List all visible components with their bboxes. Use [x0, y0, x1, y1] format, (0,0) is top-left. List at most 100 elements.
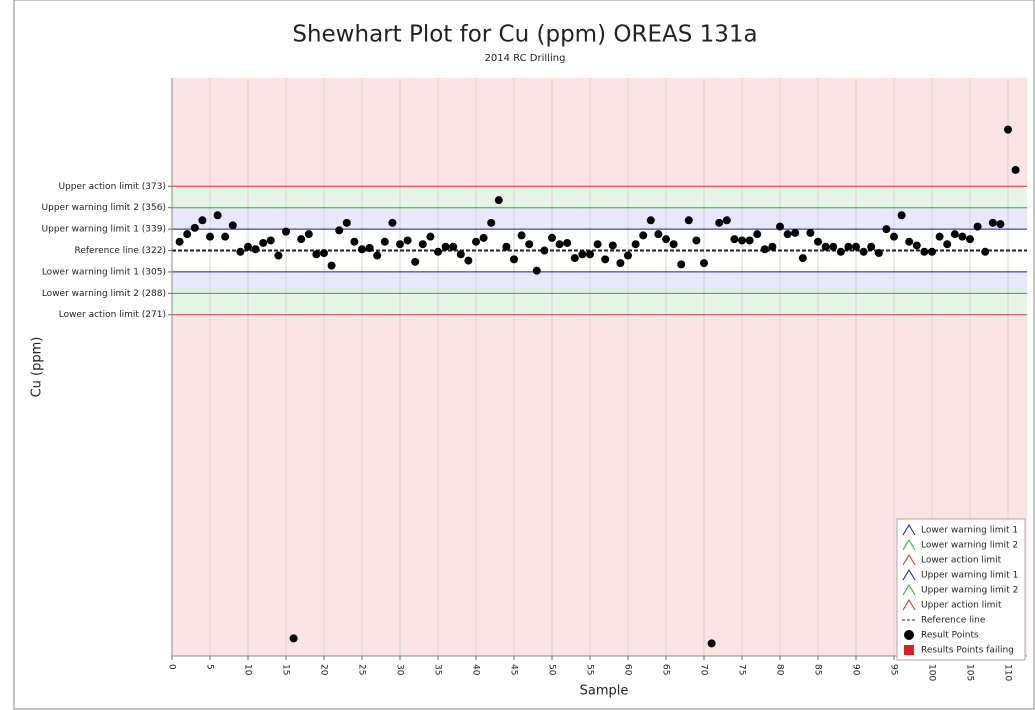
x-tick-label: 60 — [623, 664, 633, 676]
x-tick-label: 45 — [509, 664, 519, 675]
data-point — [472, 237, 480, 246]
data-point — [722, 216, 731, 225]
data-point — [973, 222, 982, 231]
y-axis-label: Cu (ppm) — [30, 337, 45, 398]
data-point — [502, 242, 511, 251]
data-point — [912, 241, 921, 250]
data-point — [616, 259, 625, 268]
y-tick-label: Reference line (322) — [75, 246, 167, 256]
data-point — [958, 232, 967, 241]
data-point — [836, 247, 845, 256]
data-point — [221, 232, 230, 241]
data-point — [282, 227, 290, 236]
data-point — [897, 211, 906, 220]
legend-symbol — [902, 599, 916, 611]
data-point — [966, 235, 974, 244]
legend-label: Upper warning limit 1 — [921, 571, 1018, 581]
data-point — [950, 230, 959, 239]
legend-label: Lower warning limit 1 — [921, 526, 1018, 536]
data-point — [700, 259, 708, 268]
data-point — [570, 254, 579, 263]
legend-symbol — [902, 554, 916, 566]
data-point — [669, 240, 678, 249]
data-point — [791, 228, 800, 237]
x-tick-label: 50 — [547, 664, 557, 676]
data-point — [236, 247, 245, 256]
data-point — [874, 249, 883, 258]
x-tick-label: 100 — [927, 664, 937, 681]
x-tick-label: 70 — [699, 664, 709, 676]
data-point — [654, 230, 663, 239]
data-point — [1004, 125, 1012, 134]
data-point — [540, 246, 549, 255]
data-point — [304, 230, 313, 239]
data-point — [776, 222, 784, 231]
data-point — [608, 241, 617, 250]
data-point — [768, 242, 777, 251]
data-point — [213, 211, 222, 220]
x-tick-label: 25 — [357, 664, 367, 675]
data-point — [266, 236, 275, 245]
data-point — [411, 257, 420, 266]
data-point — [335, 226, 344, 235]
data-point — [935, 232, 944, 241]
data-point — [867, 242, 876, 251]
legend-symbol — [902, 524, 916, 536]
data-point — [920, 247, 929, 256]
data-point — [821, 242, 830, 251]
y-tick-label: Upper warning limit 1 (339) — [42, 225, 166, 235]
data-point — [814, 237, 822, 246]
data-point — [396, 240, 404, 249]
legend-label: Lower warning limit 2 — [921, 541, 1018, 551]
data-point — [548, 233, 556, 242]
data-point — [996, 220, 1005, 229]
data-point — [274, 251, 283, 260]
data-point — [510, 255, 518, 264]
data-point — [730, 235, 739, 244]
x-tick-label: 15 — [281, 664, 291, 675]
y-tick-label: Lower action limit (271) — [59, 310, 166, 320]
data-point — [905, 237, 914, 246]
data-point — [707, 639, 716, 648]
data-point — [206, 232, 214, 241]
data-point — [244, 242, 252, 251]
data-point — [859, 247, 868, 256]
data-point — [578, 250, 587, 259]
x-axis-label: Sample — [580, 684, 629, 699]
data-point — [380, 237, 389, 246]
data-point — [426, 232, 435, 241]
x-tick-label: 20 — [319, 664, 329, 676]
limit-zone — [172, 250, 1027, 272]
data-point — [631, 240, 640, 249]
data-point — [434, 247, 442, 256]
data-point — [882, 225, 891, 234]
x-tick-label: 80 — [775, 664, 785, 676]
data-point — [563, 238, 572, 247]
chart-title: Shewhart Plot for Cu (ppm) OREAS 131a — [292, 22, 757, 48]
data-point — [327, 261, 336, 270]
data-point — [479, 233, 488, 242]
data-point — [532, 266, 541, 275]
data-point — [928, 247, 936, 256]
data-point — [753, 230, 762, 239]
y-tick-label: Lower warning limit 2 (288) — [42, 289, 166, 299]
y-tick-label: Upper action limit (373) — [58, 182, 166, 192]
legend-symbol — [902, 539, 916, 551]
legend-label: Lower action limit — [921, 556, 1002, 566]
chart-subtitle: 2014 RC Drilling — [485, 53, 566, 64]
data-point — [228, 221, 237, 230]
data-point — [745, 236, 754, 245]
data-point — [1011, 165, 1020, 174]
data-point — [981, 247, 990, 256]
x-tick-label: 85 — [813, 664, 823, 675]
data-point — [943, 240, 952, 249]
data-point — [342, 218, 351, 227]
plot-background — [172, 78, 1027, 656]
data-point — [487, 218, 496, 227]
legend-symbol — [902, 569, 916, 581]
data-point — [365, 244, 374, 252]
data-point — [806, 228, 815, 237]
data-point — [829, 242, 838, 251]
data-point — [783, 230, 792, 239]
data-point — [738, 236, 746, 245]
